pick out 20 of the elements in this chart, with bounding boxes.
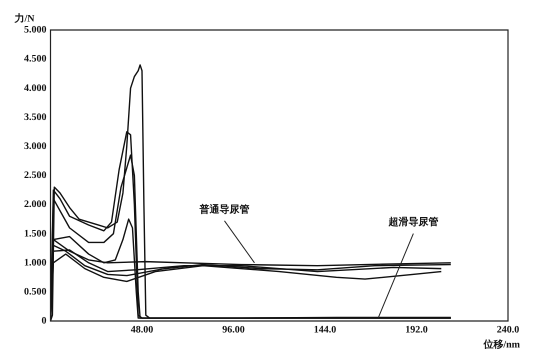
y-tick-label: 0 <box>42 316 46 327</box>
y-tick-label: 2.000 <box>24 199 46 210</box>
y-tick-label: 4.500 <box>24 54 46 65</box>
y-tick-label: 3.000 <box>24 140 46 152</box>
x-tick-label: 48.00 <box>130 324 154 336</box>
x-tick-label: 96.00 <box>222 324 245 336</box>
x-tick-label: 192.0 <box>405 324 428 336</box>
annotation: 普通导尿管 <box>198 203 250 216</box>
x-axis-title: 位移/nm <box>482 338 521 351</box>
y-tick-label: 2.500 <box>24 170 46 182</box>
x-tick-label: 144.0 <box>314 324 336 336</box>
y-tick-label: 0.500 <box>24 286 46 298</box>
y-tick-label: 1.500 <box>24 228 46 240</box>
annotation: 超滑导尿管 <box>387 216 438 228</box>
y-tick-label: 3.500 <box>24 112 46 123</box>
x-tick-label: 240.0 <box>496 324 520 336</box>
y-tick-label: 5.000 <box>24 24 46 36</box>
y-axis-title: 力/N <box>14 12 36 25</box>
y-tick-label: 1.000 <box>24 257 46 268</box>
y-tick-label: 4.000 <box>24 82 46 94</box>
